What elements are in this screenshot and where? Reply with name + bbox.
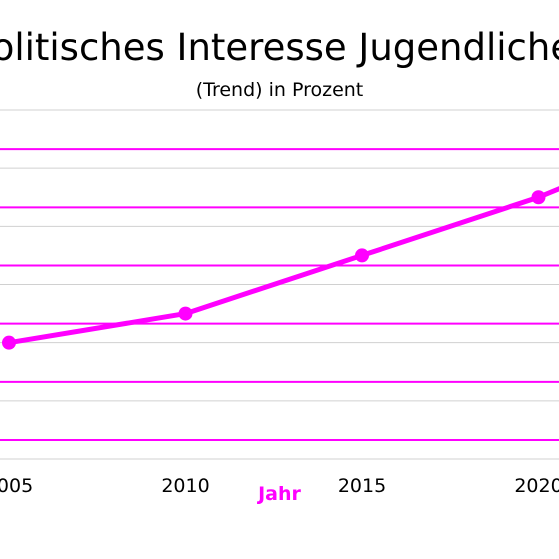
series-line [6,186,559,346]
series-layer [2,186,559,350]
x-axis-label: Jahr [256,483,301,505]
chart-title: Politisches Interesse Jugendlicher [0,26,559,69]
chart-subtitle: (Trend) in Prozent [196,79,364,101]
x-tick-label-2015: 2015 [338,475,386,497]
grid-layer [0,109,559,460]
x-axis: 2005 2010 2015 2020 [0,475,559,497]
data-point-2005 [2,335,16,350]
data-point-2015 [355,248,369,263]
x-tick-label-2005: 2005 [0,475,33,497]
x-tick-label-2010: 2010 [161,475,209,497]
x-tick-label-2020: 2020 [514,475,559,497]
data-point-2010 [178,306,193,321]
data-point-2020 [531,190,546,205]
